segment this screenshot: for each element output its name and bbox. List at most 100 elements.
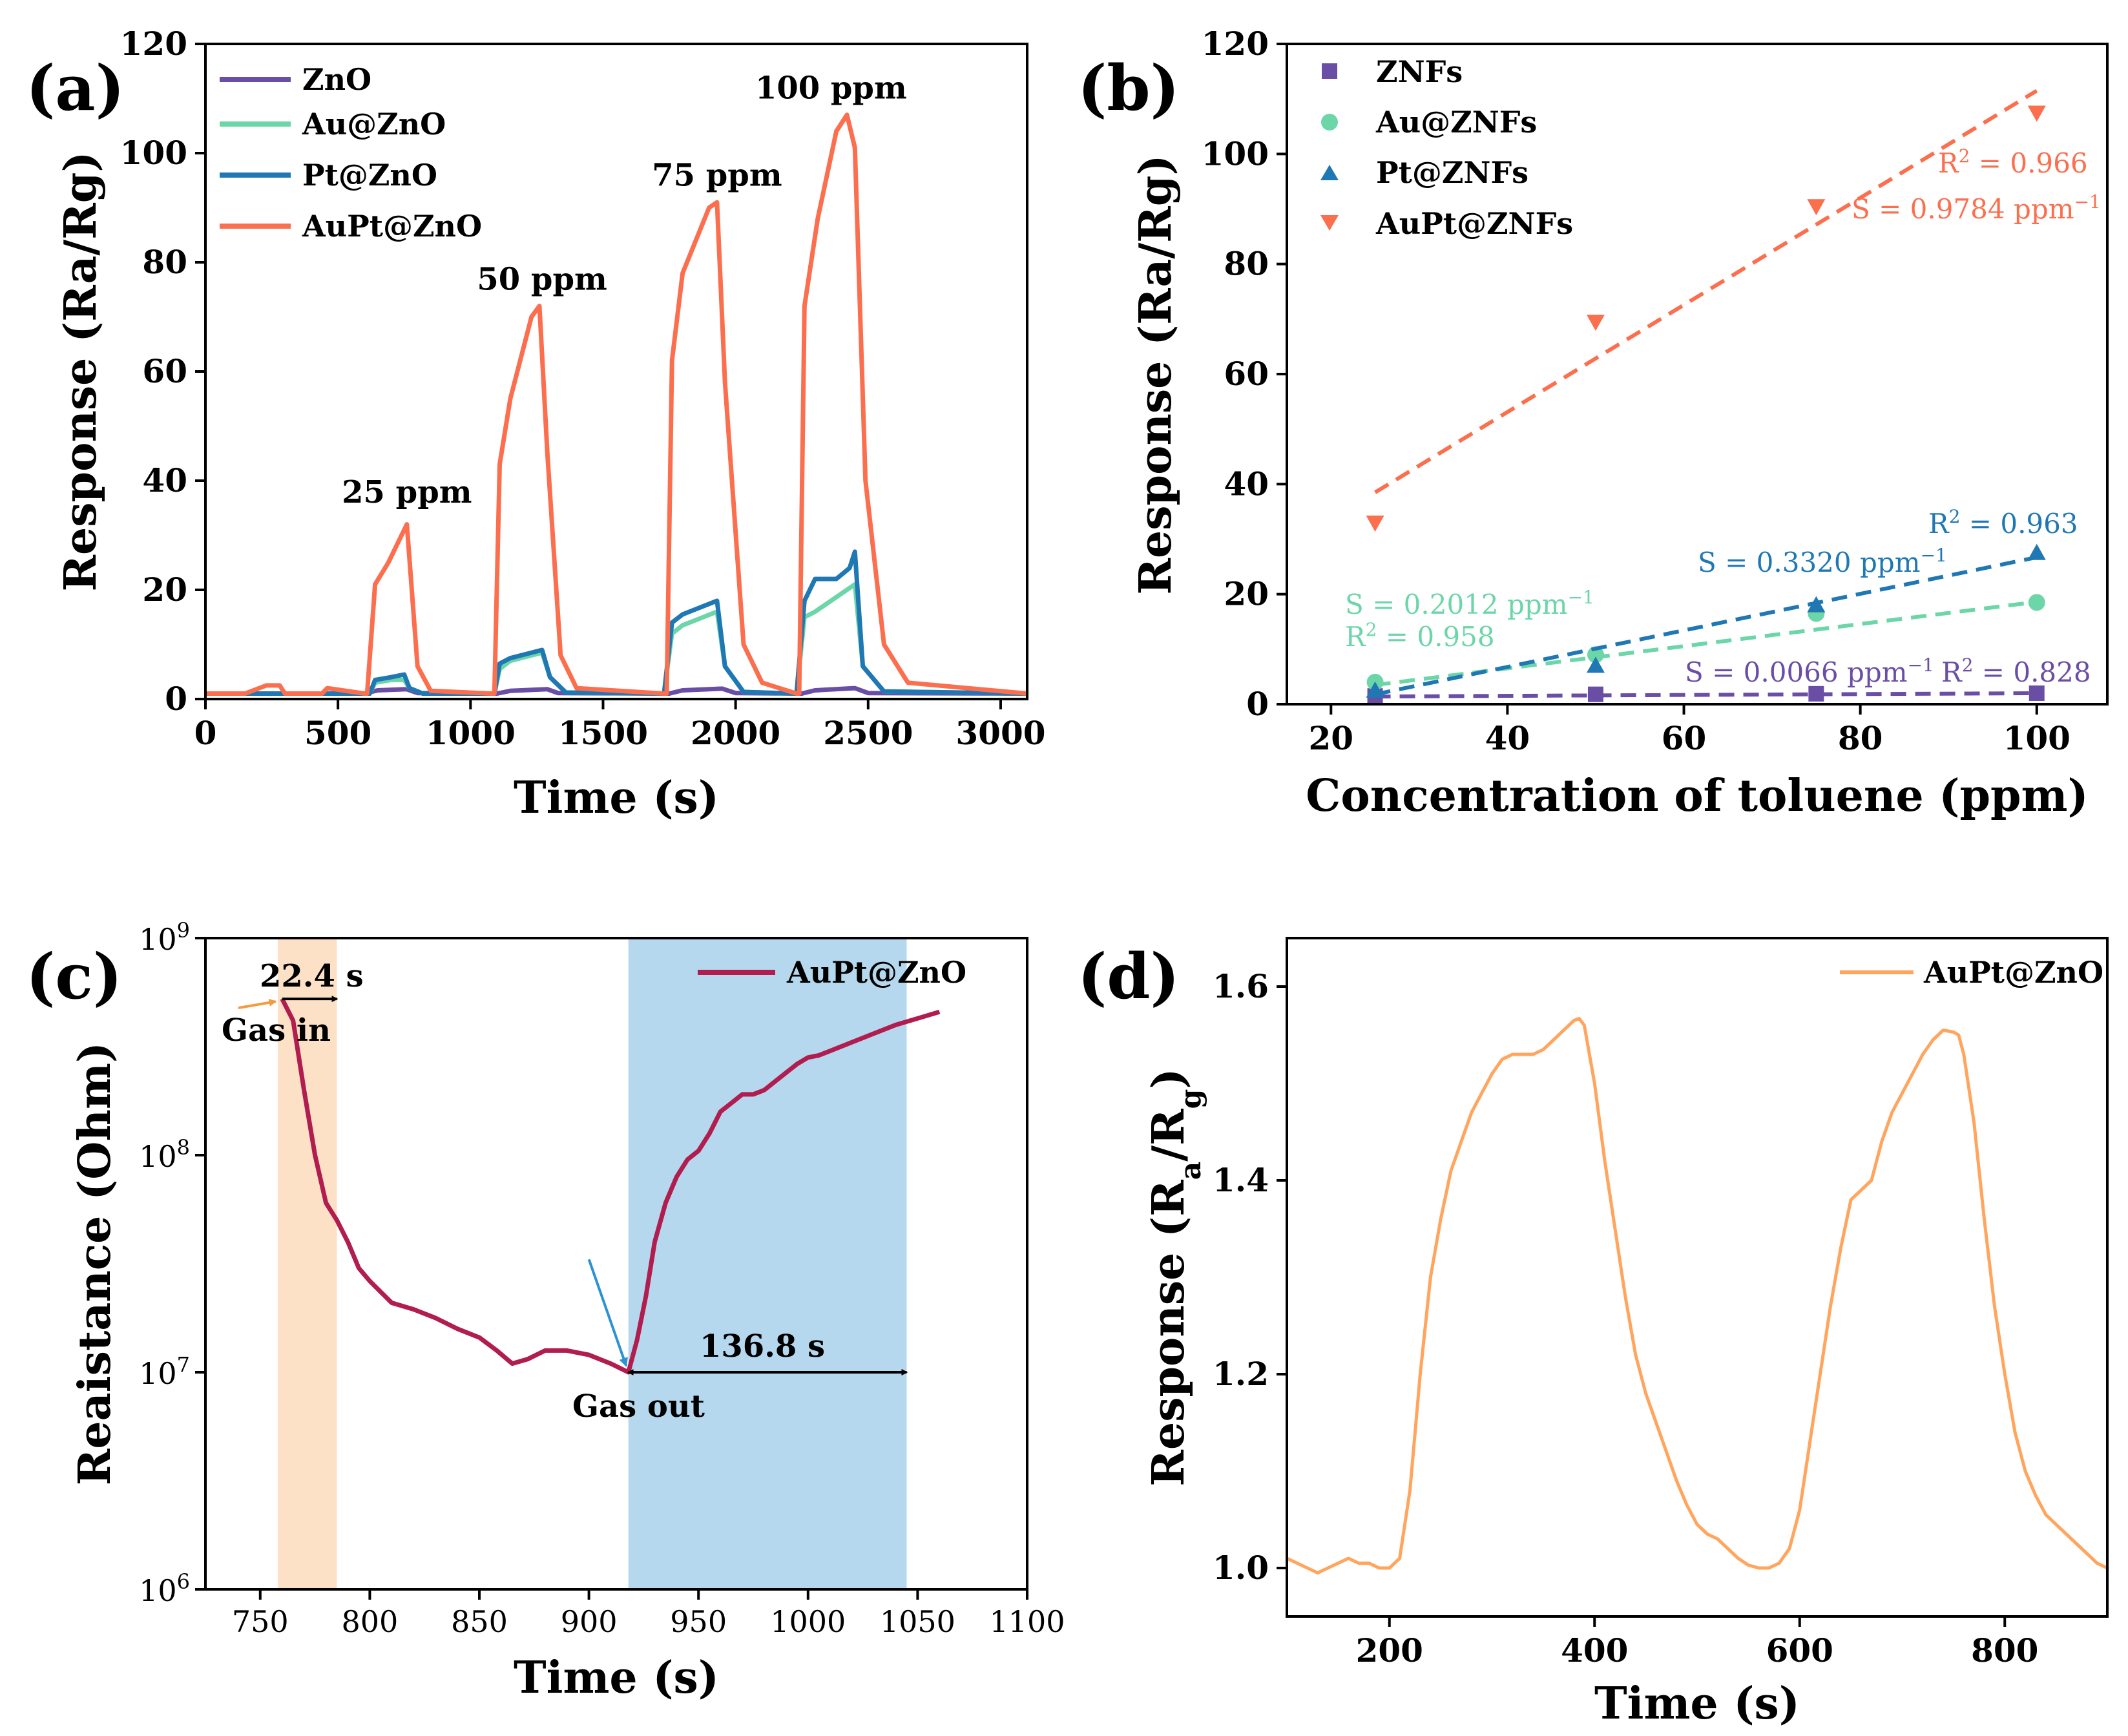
x-tick-label: 40 [1485, 719, 1530, 757]
legend-label-zno: ZnO [302, 62, 371, 97]
x-tick-label: 850 [451, 1604, 508, 1639]
x-tick-label: 3000 [955, 714, 1045, 752]
data-point [1586, 656, 1605, 673]
x-tick-label: 1000 [770, 1604, 846, 1639]
legend-label-pt-znfs: Pt@ZNFs [1376, 155, 1528, 190]
tick-exponent: 6 [177, 1569, 190, 1594]
concentration-label: 50 ppm [477, 261, 607, 297]
x-tick-label: 1000 [426, 714, 516, 752]
panel-b-plot-area: 20 40 60 80 100 0 20 40 60 80 100 120 [1202, 25, 2071, 757]
y-tick-label: 20 [1224, 575, 1269, 613]
series-line-aupt-response [1286, 1017, 2109, 1574]
x-tick-label: 0 [194, 714, 217, 752]
legend-label-au-znfs: Au@ZNFs [1375, 105, 1537, 140]
fit-line [1375, 691, 2037, 699]
panel-d-legend: AuPt@ZnO [1840, 955, 2103, 990]
x-tick-label: 2000 [691, 714, 780, 752]
fit-slope-pt: S = 0.3320 ppm−1 [1698, 545, 1947, 579]
panel-c-annotations: 22.4 s Gas in 136.8 s Gas out [222, 958, 825, 1425]
gas-out-arrow [587, 1259, 628, 1367]
recovery-time-label: 136.8 s [700, 1328, 825, 1365]
panel-c: (c) 750 800 850 900 950 1000 1050 1100106107108… [26, 918, 1065, 1704]
legend-label-d-aupt: AuPt@ZnO [1923, 955, 2103, 990]
legend-label-znfs: ZNFs [1376, 54, 1463, 89]
x-tick-label: 60 [1662, 719, 1707, 757]
tick-exponent: 9 [177, 918, 190, 943]
panel-c-frame [204, 937, 1028, 1591]
y-tick-label: 120 [120, 25, 187, 63]
response-time-label: 22.4 s [260, 958, 364, 994]
data-point [1807, 199, 1826, 216]
panel-b-frame [1286, 43, 2109, 706]
panel-c-legend: AuPt@ZnO [698, 955, 966, 990]
x-tick-label: 200 [1356, 1631, 1423, 1669]
tick-base: 10 [139, 1139, 177, 1174]
tick-base: 10 [139, 922, 177, 957]
y-tick-label: 107 [139, 1352, 190, 1391]
series-line-aupt-zno [205, 112, 1028, 696]
panel-a-label: (a) [26, 52, 125, 125]
tick-exponent: 7 [177, 1352, 190, 1377]
x-tick-label: 400 [1561, 1631, 1628, 1669]
y-tick-label: 106 [139, 1569, 190, 1608]
data-point [2029, 685, 2045, 701]
y-tick-label: 60 [142, 352, 187, 390]
panel-d-plot-area: 200 400 600 800 1.0 1.2 1.4 1.6 [1213, 967, 2109, 1669]
y-tick-label: 40 [142, 461, 187, 499]
y-tick-label: 80 [142, 243, 187, 281]
y-tick-label: 1.4 [1213, 1161, 1269, 1199]
legend-label-au-zno: Au@ZnO [302, 107, 446, 141]
x-tick-label: 600 [1766, 1631, 1833, 1669]
panel-a-y-axis-title: Response (Ra/Rg) [55, 152, 107, 592]
y-tick-label: 108 [139, 1135, 190, 1174]
panel-b-y-axis-title: Response (Ra/Rg) [1130, 155, 1182, 595]
legend-marker-pt-znfs [1320, 165, 1339, 180]
data-point [1808, 685, 1824, 702]
panel-a-frame [204, 43, 1028, 700]
legend-marker-znfs [1322, 63, 1337, 79]
time-band [628, 938, 907, 1589]
concentration-label: 25 ppm [342, 474, 472, 510]
y-tick-label: 1.6 [1213, 967, 1269, 1005]
x-tick-label: 950 [670, 1604, 727, 1639]
y-tick-label: 0 [165, 680, 187, 718]
gas-out-label: Gas out [572, 1388, 705, 1425]
panel-a-legend: ZnO Au@ZnO Pt@ZnO AuPt@ZnO [220, 62, 482, 244]
fit-r2-zno: R2 = 0.828 [1941, 654, 2091, 689]
x-tick-label: 1100 [989, 1604, 1065, 1639]
series-line-aupt-resistance [280, 998, 941, 1375]
gas-in-arrow [238, 998, 277, 1010]
data-point [1807, 596, 1826, 612]
x-tick-label: 2500 [823, 714, 913, 752]
panel-c-label: (c) [26, 940, 122, 1013]
panel-d-label: (d) [1078, 940, 1180, 1013]
x-tick-label: 500 [304, 714, 371, 752]
fit-r2-aupt: R2 = 0.966 [1938, 145, 2088, 180]
data-point [2027, 105, 2046, 122]
tick-base: 10 [139, 1356, 177, 1391]
panel-d-x-axis-title: Time (s) [1594, 1678, 1800, 1730]
legend-label-aupt-zno: AuPt@ZnO [302, 209, 482, 244]
panel-b-fit-annotations: R2 = 0.966 S = 0.9784 ppm−1 R2 = 0.963 S… [1345, 145, 2101, 689]
data-point [1366, 515, 1384, 532]
concentration-label: 75 ppm [652, 158, 782, 194]
y-tick-label: 100 [1202, 134, 1269, 173]
x-tick-label: 800 [341, 1604, 398, 1639]
x-tick-label: 800 [1971, 1631, 2038, 1669]
fit-slope-aupt: S = 0.9784 ppm−1 [1852, 191, 2101, 225]
y-tick-label: 60 [1224, 355, 1269, 393]
y-tick-label: 20 [142, 570, 187, 609]
x-tick-label: 80 [1838, 719, 1883, 757]
panel-c-x-axis-title: Time (s) [514, 1652, 719, 1704]
y-tick-label: 109 [139, 918, 190, 957]
fit-r2-au: R2 = 0.958 [1345, 619, 1495, 653]
tick-exponent: 8 [177, 1135, 190, 1160]
fit-r2-pt: R2 = 0.963 [1928, 506, 2078, 540]
panel-d-frame [1286, 937, 2109, 1618]
time-band [277, 938, 337, 1589]
panel-d: (d) 200 400 600 800 1.0 1.2 1.4 1.6 Time (s) Re… [1078, 937, 2109, 1730]
x-tick-label: 20 [1308, 719, 1353, 757]
panel-b-label: (b) [1078, 52, 1180, 125]
